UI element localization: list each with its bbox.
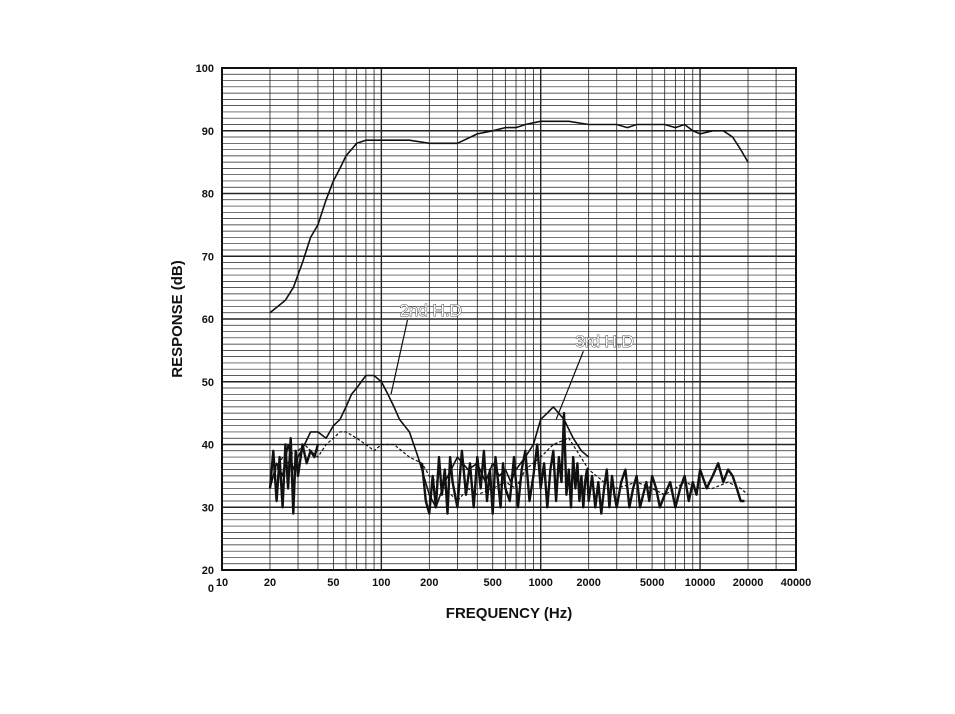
annotation-label: 2nd H.D — [400, 301, 462, 320]
origin-label: 0 — [208, 583, 214, 595]
series-line-noise-floor — [420, 411, 745, 515]
x-tick-label: 40000 — [781, 577, 812, 589]
y-tick-label: 100 — [196, 63, 214, 75]
x-tick-label: 20000 — [733, 577, 764, 589]
x-tick-label: 200 — [420, 577, 438, 589]
annotation-leader-line — [390, 319, 409, 395]
tick-labels: 10 20 50 100 200 500 1000 2000 5000 10000 20000 400… — [196, 63, 812, 595]
x-tick-label: 20 — [264, 577, 276, 589]
y-tick-label: 30 — [202, 502, 214, 514]
x-tick-label: 50 — [327, 577, 339, 589]
x-tick-label: 1000 — [528, 577, 552, 589]
x-tick-label: 2000 — [576, 577, 600, 589]
y-tick-label: 20 — [202, 565, 214, 577]
x-axis-title: FREQUENCY (Hz) — [446, 605, 572, 622]
y-axis-title: RESPONSE (dB) — [169, 260, 186, 378]
series-line-main-response — [269, 120, 749, 314]
y-tick-label: 90 — [202, 126, 214, 138]
annotation-label: 3rd H.D — [575, 332, 634, 351]
x-tick-label: 10000 — [685, 577, 716, 589]
y-tick-label: 70 — [202, 251, 214, 263]
series-layer — [268, 120, 749, 515]
x-tick-label: 5000 — [640, 577, 664, 589]
plot-frame — [221, 67, 797, 571]
x-tick-label: 500 — [484, 577, 502, 589]
chart-grid — [221, 67, 797, 571]
y-tick-label: 60 — [202, 314, 214, 326]
y-tick-label: 40 — [202, 440, 214, 452]
y-tick-label: 50 — [202, 377, 214, 389]
x-tick-label: 10 — [216, 577, 228, 589]
annotation-leader-line — [555, 351, 584, 420]
annotation-layer: 2nd H.D 3rd H.D — [390, 300, 634, 420]
series-line-2nd-hd — [269, 374, 590, 509]
y-tick-label: 80 — [202, 189, 214, 201]
series-line-noise-floor — [268, 437, 320, 515]
x-tick-label: 100 — [372, 577, 390, 589]
